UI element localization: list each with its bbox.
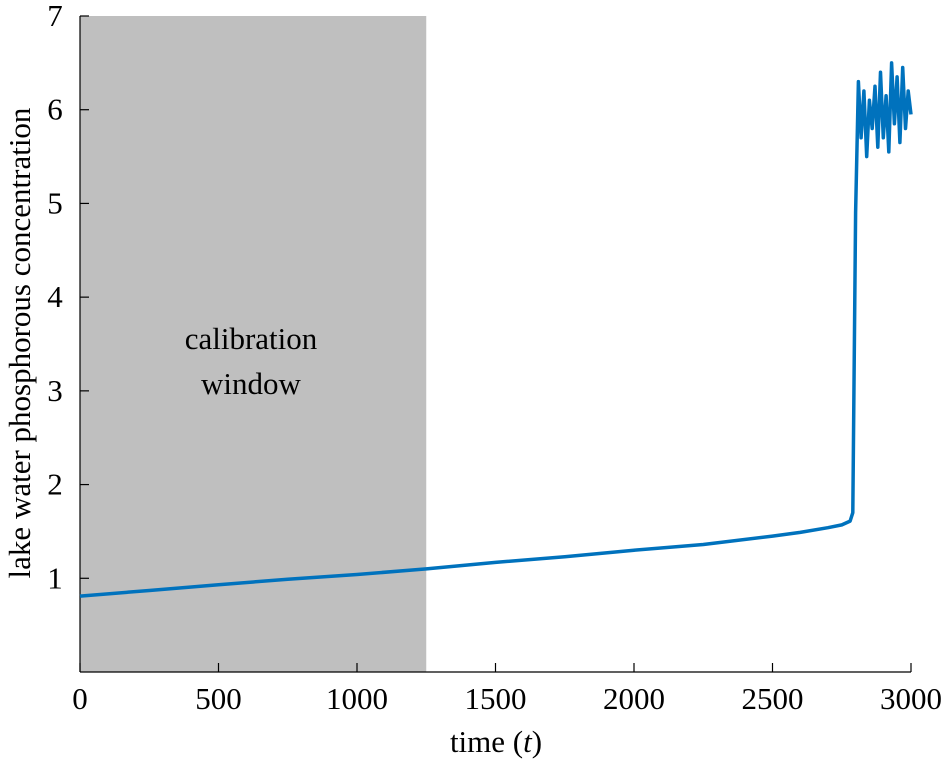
x-axis-ticks: 0 500 1000 1500 2000 2500 3000: [72, 663, 942, 716]
x-tick-label: 1000: [326, 681, 388, 716]
series-line: [79, 61, 913, 598]
x-tick-label: 3000: [880, 681, 942, 716]
y-tick-label: 2: [47, 467, 63, 502]
calibration-window-region: [80, 16, 427, 672]
y-tick-label: 4: [47, 279, 63, 314]
x-tick-label: 1500: [465, 681, 527, 716]
calibration-label-line1: calibration: [185, 321, 318, 356]
y-axis-ticks: 1 2 3 4 5 6 7: [47, 0, 89, 595]
y-tick-label: 6: [47, 92, 63, 127]
y-tick-label: 1: [47, 560, 63, 595]
x-tick-label: 500: [195, 681, 242, 716]
x-tick-label: 2500: [742, 681, 804, 716]
x-tick-label: 0: [72, 681, 88, 716]
x-tick-label: 2000: [603, 681, 665, 716]
calibration-label-line2: window: [201, 366, 302, 401]
y-axis-title: lake water phosphorous concentration: [2, 107, 37, 578]
y-tick-label: 7: [47, 0, 63, 33]
x-axis-title: time (t): [450, 724, 542, 759]
y-tick-label: 3: [47, 373, 63, 408]
y-tick-label: 5: [47, 185, 63, 220]
